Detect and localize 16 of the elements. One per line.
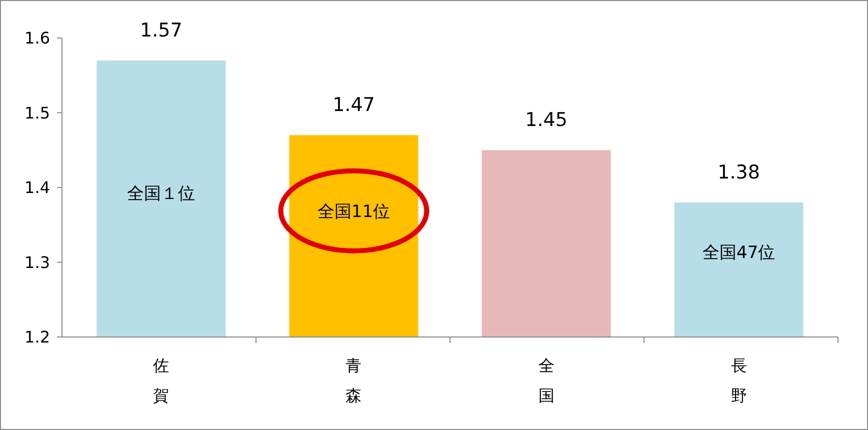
data-label: 1.38 — [718, 161, 760, 184]
data-label: 1.45 — [525, 109, 568, 132]
annotation: 全国11位 — [317, 202, 390, 222]
y-tick-label: 1.6 — [24, 28, 50, 48]
y-tick-label: 1.2 — [24, 328, 50, 347]
x-tick-label: 長野 — [730, 356, 747, 405]
data-label: 1.47 — [332, 94, 375, 116]
annotation: 全国47位 — [702, 243, 776, 264]
annotation: 全国１位 — [127, 184, 196, 204]
y-tick-label: 1.3 — [24, 252, 50, 272]
x-tick-label: 佐賀 — [153, 356, 170, 405]
data-label: 1.57 — [140, 19, 182, 42]
x-tick-label: 青森 — [346, 356, 362, 405]
x-tick-label: 全国 — [538, 356, 554, 405]
y-tick-label: 1.4 — [24, 178, 50, 198]
y-tick-label: 1.5 — [24, 103, 50, 122]
